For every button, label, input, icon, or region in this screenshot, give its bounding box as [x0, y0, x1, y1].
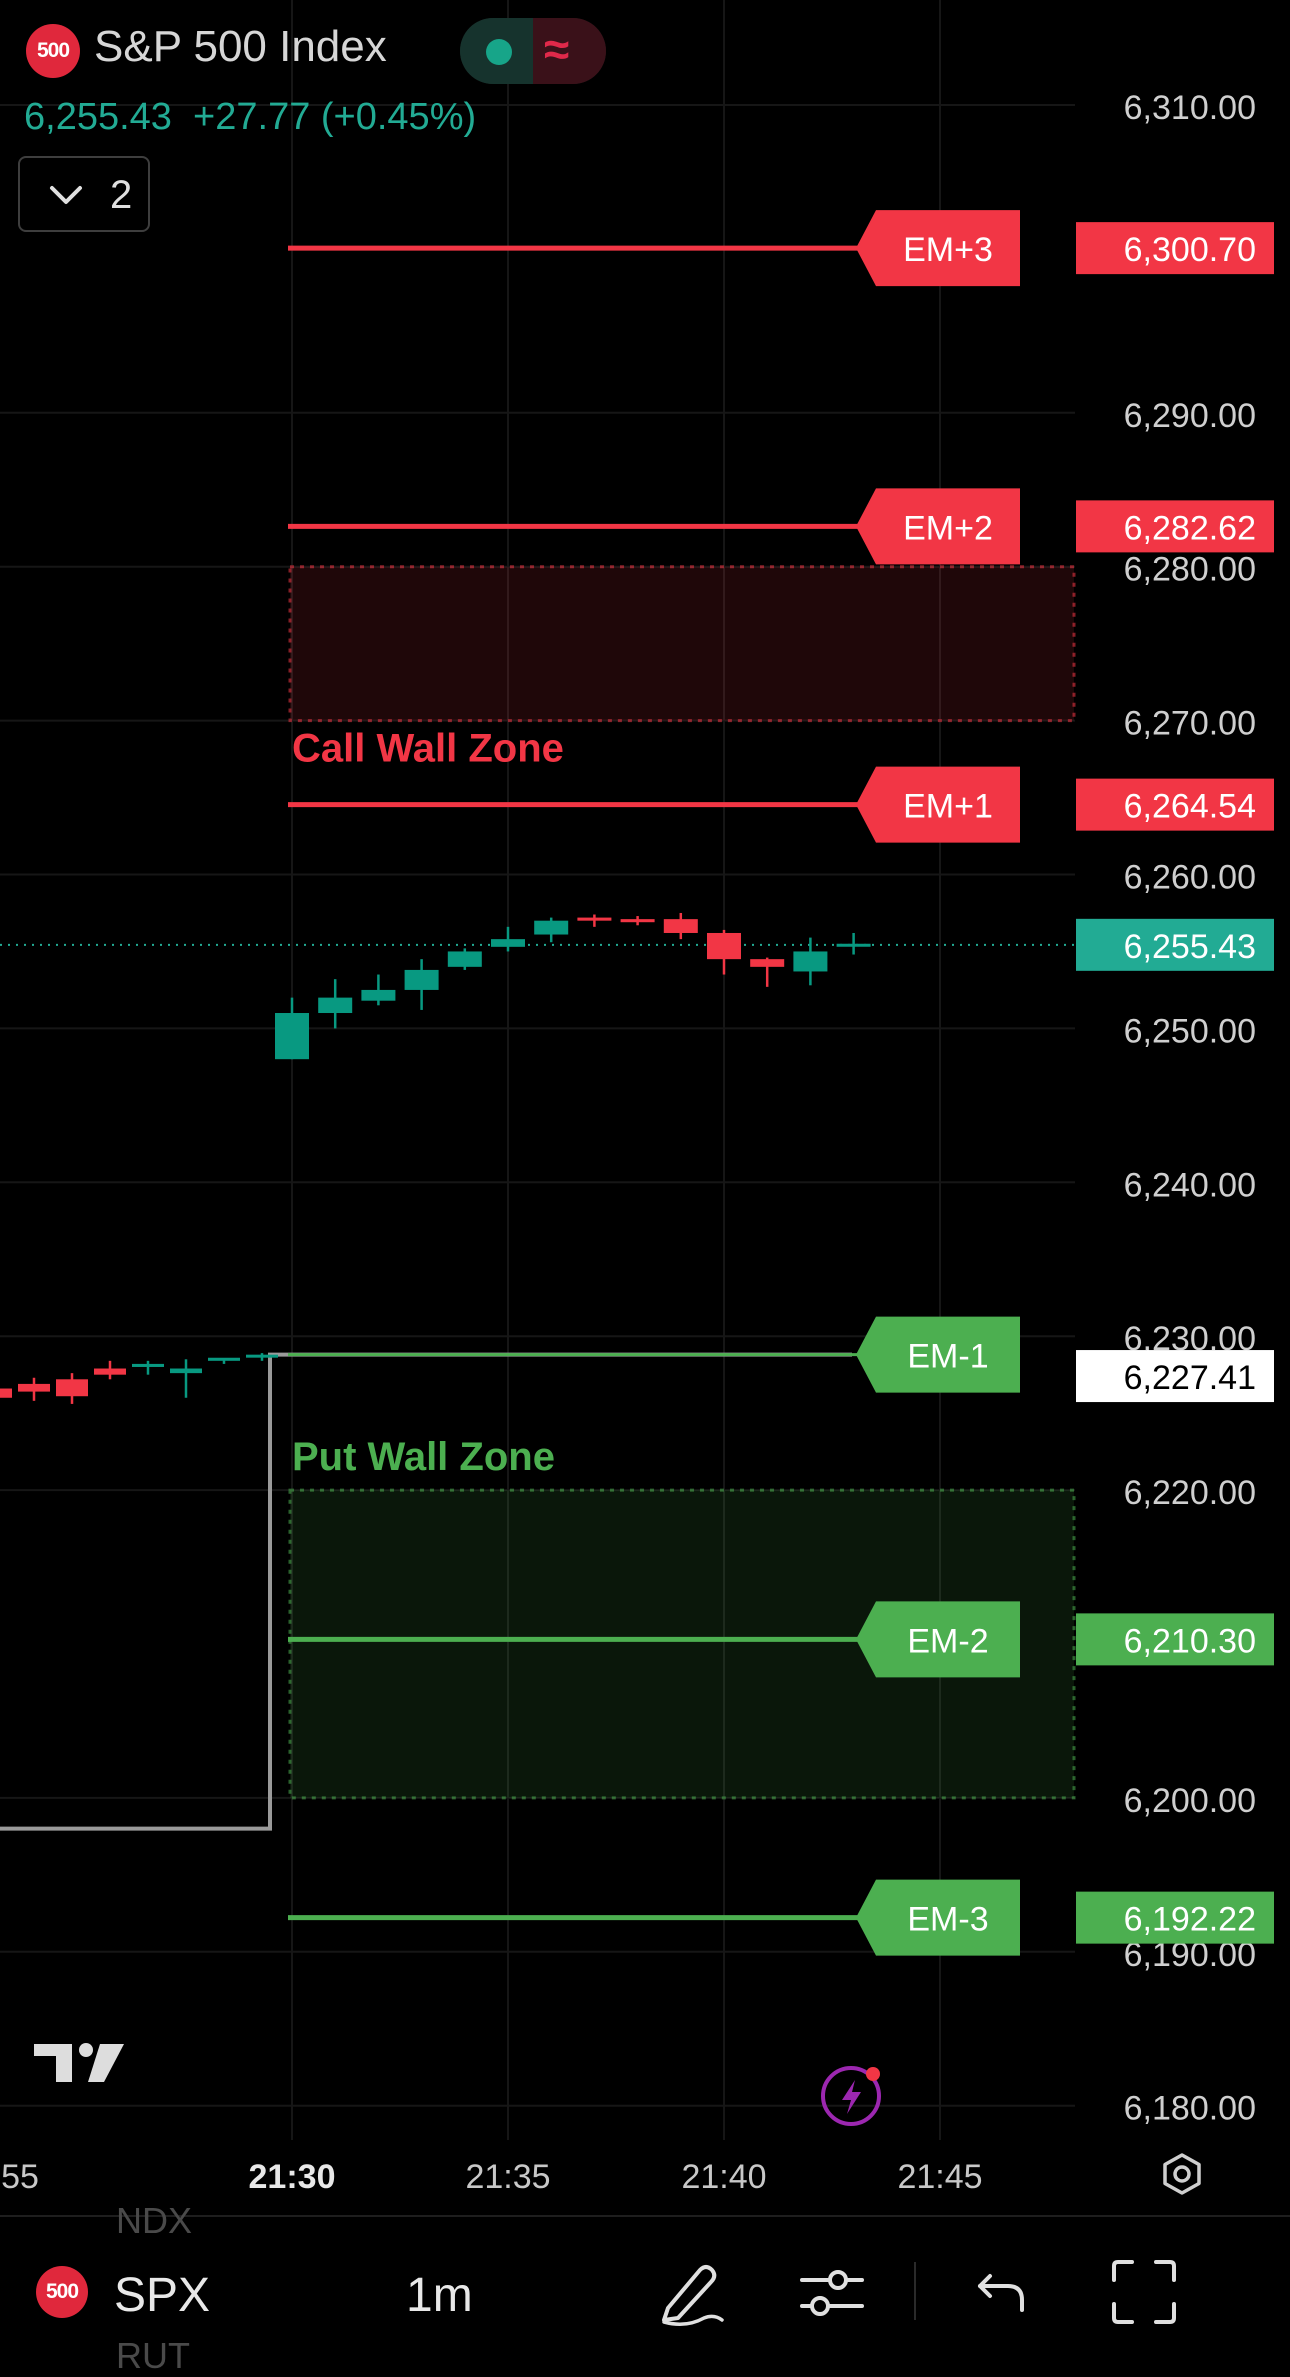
- indicators-sliders-icon[interactable]: [798, 2262, 866, 2324]
- settings-gear-icon[interactable]: [1160, 2152, 1204, 2196]
- level-flag-em+2[interactable]: [856, 488, 1020, 565]
- chart-header: 500 S&P 500 Index ≈ 6,255.43 +27.77 (+0.…: [0, 0, 1290, 250]
- level-flag-label: EM+1: [903, 788, 993, 826]
- level-price-tag-label: 6,210.30: [1124, 1622, 1256, 1660]
- zone-label: Call Wall Zone: [292, 727, 564, 771]
- previous-close-tag: [1076, 1350, 1274, 1403]
- market-open-dot-icon: [486, 39, 512, 65]
- level-flag-em-2[interactable]: [856, 1601, 1020, 1678]
- price-change: +27.77 (+0.45%): [193, 96, 477, 138]
- y-axis-tick-label: 6,220.00: [1124, 1474, 1256, 1512]
- level-price-tag-em+2: [1076, 500, 1274, 553]
- level-price-tag-em+3: [1076, 222, 1274, 275]
- flash-alert-icon[interactable]: [820, 2062, 886, 2128]
- market-status-toggle[interactable]: ≈: [460, 18, 606, 84]
- x-axis-tick-label: 55: [1, 2158, 39, 2196]
- level-price-tag-em-2: [1076, 1613, 1274, 1666]
- x-axis-tick-label: 21:40: [681, 2158, 766, 2196]
- candle: [750, 959, 785, 967]
- candle-pre: [208, 1357, 240, 1361]
- symbol-badge-icon: 500: [36, 2266, 88, 2318]
- level-flag-label: EM-1: [907, 1338, 988, 1376]
- level-flag-label: EM+3: [903, 231, 993, 269]
- y-axis-tick-label: 6,200.00: [1124, 1782, 1256, 1820]
- candle: [663, 919, 698, 933]
- drawing-pen-icon[interactable]: [656, 2258, 726, 2328]
- symbol-badge-label: 500: [45, 2280, 79, 2303]
- candle: [577, 917, 612, 921]
- indicator-count: 2: [110, 173, 133, 217]
- level-flag-em-1[interactable]: [856, 1316, 1020, 1393]
- index-badge-icon: 500: [26, 24, 80, 78]
- y-axis-tick-label: 6,260.00: [1124, 859, 1256, 897]
- candle: [793, 951, 828, 972]
- candle: [491, 939, 525, 947]
- fullscreen-icon[interactable]: [1110, 2258, 1178, 2326]
- timeframe-selector[interactable]: 1m: [406, 2269, 473, 2322]
- level-price-tag-label: 6,282.62: [1124, 509, 1256, 547]
- level-flag-em-3[interactable]: [856, 1879, 1020, 1956]
- level-flag-em+3[interactable]: [856, 210, 1020, 287]
- symbol-selector[interactable]: SPX: [114, 2269, 211, 2322]
- candle-pre: [56, 1379, 88, 1397]
- y-axis-tick-label: 6,180.00: [1124, 2090, 1256, 2128]
- candle: [404, 969, 439, 990]
- candle-pre: [94, 1368, 126, 1375]
- level-price-tag-label: 6,192.22: [1124, 1901, 1256, 1939]
- candle: [534, 920, 569, 935]
- zone-call-wall-zone: [288, 565, 1076, 723]
- indicator-legend-toggle[interactable]: 2: [18, 156, 150, 232]
- tradingview-logo-icon[interactable]: [30, 2036, 130, 2086]
- candle-pre: [170, 1368, 202, 1374]
- bottom-toolbar: [0, 2215, 1290, 2372]
- undo-icon[interactable]: [974, 2266, 1030, 2318]
- candle-pre: [18, 1383, 50, 1392]
- y-axis-tick-label: 6,270.00: [1124, 705, 1256, 743]
- x-axis-tick-label: 21:30: [249, 2158, 336, 2196]
- symbol-list-ghost-below: RUT: [116, 2335, 190, 2376]
- previous-close-tag-label: 6,227.41: [1124, 1359, 1256, 1397]
- candle-pre: [246, 1354, 278, 1358]
- candle-pre: [132, 1363, 164, 1367]
- level-flag-label: EM-3: [907, 1901, 988, 1939]
- candle: [447, 951, 482, 967]
- chevron-down-icon: [50, 186, 82, 204]
- zone-label: Put Wall Zone: [292, 1435, 555, 1479]
- level-flag-em+1[interactable]: [856, 766, 1020, 843]
- wave-icon: ≈: [544, 23, 570, 75]
- symbol-list-ghost-above: NDX: [116, 2200, 193, 2241]
- current-price-tag: [1076, 918, 1274, 971]
- level-flag-label: EM-2: [907, 1622, 988, 1660]
- candle: [620, 919, 655, 923]
- y-axis-tick-label: 6,310.00: [1124, 89, 1256, 127]
- y-axis-tick-label: 6,240.00: [1124, 1166, 1256, 1204]
- last-price: 6,255.43: [24, 96, 172, 138]
- candle: [361, 989, 396, 1001]
- price-chart[interactable]: 6,310.00 6,290.00 6,280.00 6,270.00 6,260.00…: [0, 0, 1290, 2215]
- level-price-tag-label: 6,264.54: [1124, 788, 1256, 826]
- level-price-tag-label: 6,300.70: [1124, 231, 1256, 269]
- level-flag-label: EM+2: [903, 509, 993, 547]
- level-price-tag-em-3: [1076, 1891, 1274, 1944]
- candle: [275, 1013, 309, 1060]
- current-price-tag-label: 6,255.43: [1124, 928, 1256, 966]
- symbol-title[interactable]: S&P 500 Index: [94, 22, 387, 71]
- candle: [318, 997, 353, 1014]
- toolbar-separator: [914, 2262, 916, 2320]
- y-axis-tick-label: 6,280.00: [1124, 551, 1256, 589]
- y-axis-tick-label: 6,290.00: [1124, 397, 1256, 435]
- candle: [836, 943, 871, 947]
- x-axis-tick-label: 21:35: [465, 2158, 550, 2196]
- level-price-tag-em+1: [1076, 778, 1274, 831]
- x-axis-tick-label: 21:45: [897, 2158, 982, 2196]
- candle-pre: [0, 1388, 12, 1398]
- index-badge-label: 500: [36, 39, 70, 62]
- y-axis-tick-label: 6,250.00: [1124, 1012, 1256, 1050]
- price-quote: 6,255.43 +27.77 (+0.45%): [24, 96, 476, 139]
- candle: [707, 932, 741, 960]
